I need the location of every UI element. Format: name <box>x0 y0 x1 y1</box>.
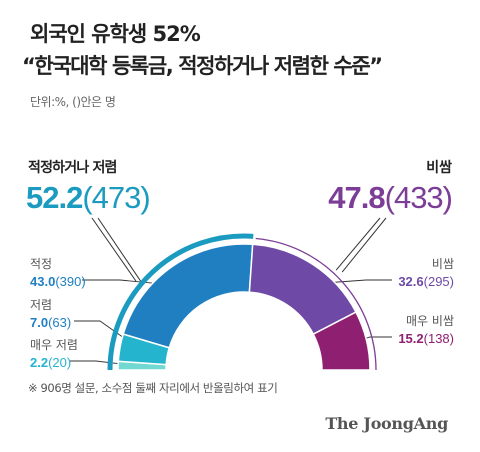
group-leader-left-a <box>91 217 137 282</box>
group-value-right-count: (433) <box>385 180 452 215</box>
group-label-left: 적정하거나 저렴 <box>28 159 117 176</box>
chart-outer-arcs <box>107 233 377 371</box>
slice-value-매우-저렴: 2.2(20) <box>30 355 71 370</box>
group-label-right: 비쌈 <box>426 160 452 176</box>
group-value-left-pct: 52.2 <box>26 180 82 215</box>
group-leader-left-b <box>97 217 143 284</box>
slice-매우-비쌈 <box>312 311 371 371</box>
chart-title-line2: “한국대학 등록금, 적정하거나 저렴한 수준” <box>22 54 383 78</box>
slice-value-저렴: 7.0(63) <box>30 315 71 330</box>
group-leader-right-a <box>335 217 381 271</box>
slice-적정 <box>122 243 254 349</box>
group-arc-right <box>255 237 377 371</box>
slice-value-적정: 43.0(390) <box>30 274 86 289</box>
group-value-left: 52.2(473) <box>26 180 150 215</box>
group-arc-left <box>107 233 254 371</box>
chart-slices <box>117 243 371 371</box>
slice-label-매우-저렴: 매우 저렴 <box>30 338 78 352</box>
slice-label-저렴: 저렴 <box>30 298 52 312</box>
slice-label-비쌈: 비쌈 <box>432 257 454 271</box>
slice-label-매우-비쌈: 매우 비쌈 <box>406 314 454 328</box>
brand-logo: The JoongAng <box>325 414 448 433</box>
footnote: ※ 906명 설문, 소수점 둘째 자리에서 반올림하여 표기 <box>28 381 278 395</box>
group-value-right: 47.8(433) <box>328 180 452 215</box>
slice-value-비쌈: 32.6(295) <box>398 274 454 289</box>
slice-label-적정: 적정 <box>30 257 52 271</box>
group-value-right-pct: 47.8 <box>328 180 385 215</box>
chart-title-line1: 외국인 유학생 52% <box>30 22 201 46</box>
slice-value-매우-비쌈: 15.2(138) <box>398 331 454 346</box>
group-value-left-count: (473) <box>82 180 149 215</box>
unit-note: 단위:%, ()안은 명 <box>30 95 116 109</box>
group-leader-right-b <box>341 217 387 273</box>
